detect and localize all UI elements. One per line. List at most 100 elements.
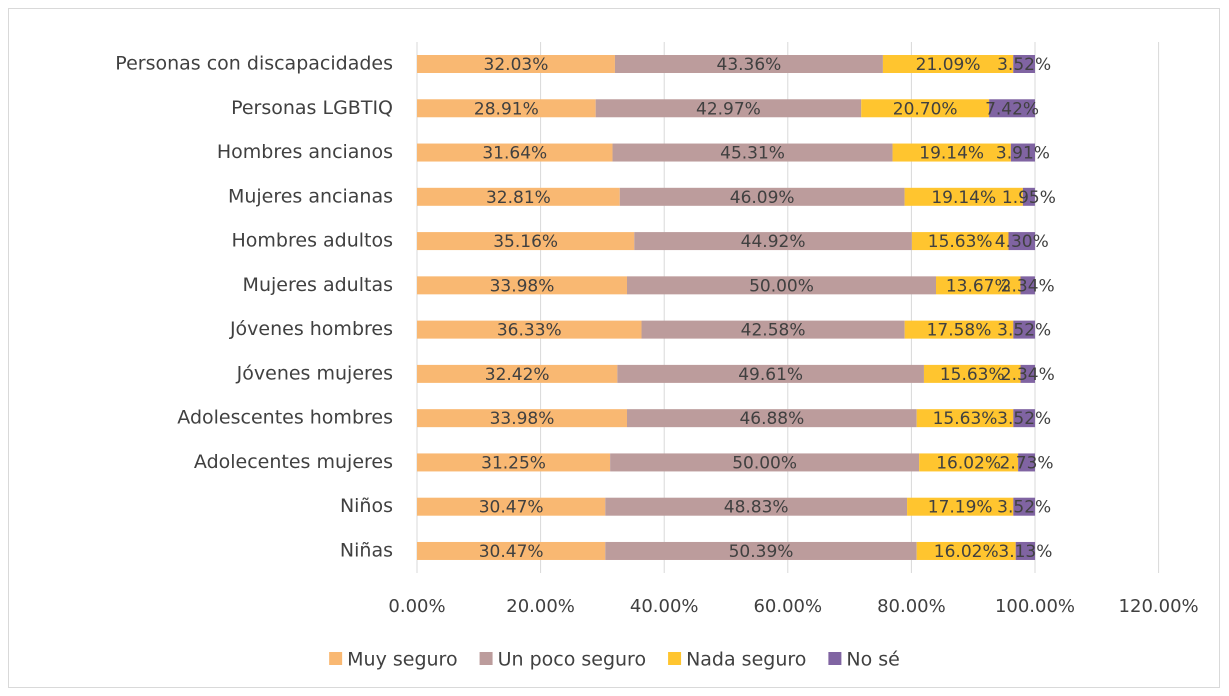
data-label: 4.30% [995,232,1049,252]
bar-segment [1022,187,1035,206]
legend-swatch [828,652,842,665]
data-label: 36.33% [497,321,562,341]
bar-segment [907,497,1014,516]
bar-segment [641,320,905,339]
data-label: 35.16% [493,232,558,252]
data-label: 13.67% [946,276,1011,296]
data-label: 7.42% [985,99,1039,119]
data-label: 45.31% [720,144,785,164]
bar-segment [923,364,1021,383]
x-tick-label: 100.00% [995,596,1075,617]
bar-segment [911,232,1009,251]
bar-segment [904,187,1023,206]
bar-segment [1010,143,1035,162]
legend-swatch [479,652,493,665]
bar-segment [417,453,611,472]
data-label: 19.14% [931,188,996,208]
data-label: 2.73% [1000,453,1054,473]
data-label: 30.47% [479,498,544,518]
bar-segment [1013,497,1036,516]
data-label: 48.83% [724,498,789,518]
y-tick-label: Niñas [340,539,393,561]
legend-swatch [329,652,343,665]
y-tick-label: Jóvenes hombres [229,318,393,340]
data-label: 15.63% [928,232,993,252]
data-label: 32.03% [484,55,549,75]
bar-segment [1015,541,1036,560]
bar-segment [1013,55,1035,73]
bar-segment [417,409,627,428]
legend-label: Un poco seguro [498,649,647,671]
data-label: 28.91% [474,99,539,119]
bar-segment [417,99,596,118]
x-tick-label: 20.00% [506,596,575,617]
bar-segment [595,99,862,118]
y-tick-label: Personas LGBTIQ [231,97,393,119]
bar-segment [1008,232,1036,251]
data-label: 31.64% [482,144,547,164]
y-tick-label: Hombres ancianos [217,141,393,163]
data-label: 42.97% [696,99,761,119]
data-label: 43.36% [717,55,782,75]
data-label: 31.25% [481,453,546,473]
bar-segment [626,409,917,428]
bar-segment [417,232,635,251]
legend-swatch [668,652,682,665]
data-label: 20.70% [893,99,958,119]
x-tick-label: 0.00% [388,596,445,617]
bar-segment [417,364,618,383]
bar-segment [1018,453,1035,472]
bar-segment [892,143,1011,162]
data-label: 46.09% [730,188,795,208]
y-tick-label: Adolescentes hombres [177,407,393,429]
y-tick-label: Jóvenes mujeres [236,362,393,384]
bar-segment [605,497,908,516]
bar-segment [612,143,893,162]
bar-segment [904,320,1014,339]
data-label: 2.34% [1001,365,1055,385]
bar-segment [1013,409,1036,428]
data-label: 50.00% [749,276,814,296]
data-label: 42.58% [741,321,806,341]
data-label: 3.52% [997,321,1051,341]
bar-segment [417,187,620,206]
legend-label: Muy seguro [347,649,457,671]
data-label: 32.42% [485,365,550,385]
bar-segment [935,276,1021,295]
data-label: 3.52% [997,409,1051,429]
bar-segment [882,55,1014,73]
x-tick-label: 120.00% [1119,596,1199,617]
legend-label: No sé [846,649,899,671]
bar-segment [916,541,1016,560]
x-tick-label: 60.00% [753,596,822,617]
bar-segment [417,541,606,560]
data-label: 3.13% [998,542,1052,562]
data-label: 21.09% [916,55,981,75]
bar-segment [417,143,613,162]
data-label: 44.92% [741,232,806,252]
bar-segment [634,232,912,251]
data-label: 16.02% [936,453,1001,473]
data-label: 50.00% [732,453,797,473]
chart-frame [8,8,1220,688]
bar-segment [617,364,924,383]
bar-segment [417,320,642,339]
data-label: 50.39% [729,542,794,562]
y-tick-label: Mujeres ancianas [228,185,393,207]
bar-segment [605,541,917,560]
bar-segment [619,187,905,206]
bar-segment [417,497,606,516]
y-tick-label: Hombres adultos [232,230,394,252]
data-label: 49.61% [738,365,803,385]
y-tick-label: Mujeres adultas [243,274,393,296]
y-tick-label: Personas con discapacidades [115,53,393,75]
data-label: 19.14% [919,144,984,164]
data-label: 17.58% [927,321,992,341]
data-label: 33.98% [490,409,555,429]
data-label: 1.95% [1002,188,1056,208]
data-label: 16.02% [934,542,999,562]
y-tick-label: Niños [340,495,393,517]
data-label: 2.34% [1001,276,1055,296]
